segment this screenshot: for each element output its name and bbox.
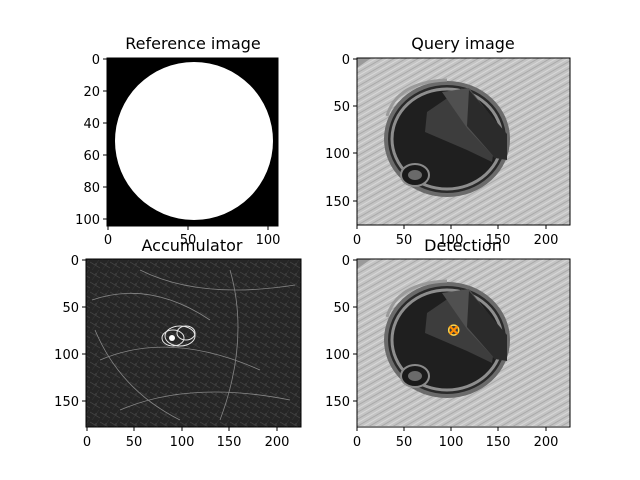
panel-title: Detection xyxy=(424,236,502,255)
y-tick-label: 150 xyxy=(54,395,79,410)
x-tick-label: 200 xyxy=(265,435,290,450)
y-tick-label: 20 xyxy=(83,85,100,100)
y-tick-label: 0 xyxy=(342,53,350,68)
axes-frame xyxy=(356,57,571,226)
x-tick-label: 0 xyxy=(83,435,91,450)
y-axis: 0 20 40 60 80 100 xyxy=(75,53,107,228)
y-tick-label: 50 xyxy=(62,301,79,316)
query-image xyxy=(355,56,572,227)
y-axis: 0 50 100 150 xyxy=(325,254,357,410)
panel-detection: Detection 0 50 100 150 0 50 100 150 200 xyxy=(325,236,572,450)
y-tick-label: 100 xyxy=(54,348,79,363)
x-tick-label: 0 xyxy=(353,233,361,248)
x-tick-label: 150 xyxy=(217,435,242,450)
y-tick-label: 0 xyxy=(92,53,100,68)
x-tick-label: 0 xyxy=(353,435,361,450)
y-tick-label: 100 xyxy=(325,348,350,363)
x-tick-label: 50 xyxy=(396,435,413,450)
panel-accumulator: Accumulator 0 50 100 150 0 50 100 150 20… xyxy=(54,236,302,450)
detection-image xyxy=(355,257,572,428)
detection-marker xyxy=(447,324,460,336)
axes-frame xyxy=(106,57,279,227)
y-tick-label: 150 xyxy=(325,395,350,410)
x-axis: 0 50 100 150 200 xyxy=(83,427,290,450)
axes-frame xyxy=(356,258,571,428)
panel-reference: Reference image 0 20 40 60 80 100 0 xyxy=(75,34,280,248)
x-tick-label: 50 xyxy=(180,233,197,248)
panel-title: Reference image xyxy=(125,34,261,53)
x-tick-label: 0 xyxy=(104,233,112,248)
y-tick-label: 100 xyxy=(75,213,100,228)
marker-ring xyxy=(447,324,460,336)
y-axis: 0 50 100 150 xyxy=(325,53,357,210)
reference-image xyxy=(107,58,278,226)
y-tick-label: 60 xyxy=(83,149,100,164)
x-tick-label: 150 xyxy=(486,435,511,450)
x-tick-label: 200 xyxy=(534,435,559,450)
panel-title: Accumulator xyxy=(141,236,242,255)
marker-stroke xyxy=(448,325,459,335)
x-tick-label: 100 xyxy=(439,233,464,248)
x-tick-label: 100 xyxy=(170,435,195,450)
x-tick-label: 100 xyxy=(439,435,464,450)
y-tick-label: 80 xyxy=(83,181,100,196)
y-tick-label: 0 xyxy=(342,254,350,269)
x-tick-label: 200 xyxy=(534,233,559,248)
y-tick-label: 100 xyxy=(325,147,350,162)
axes-frame xyxy=(85,258,302,428)
accumulator-image xyxy=(86,259,301,427)
panel-title: Query image xyxy=(411,34,515,53)
x-axis: 0 50 100 150 200 xyxy=(353,427,559,450)
y-tick-label: 40 xyxy=(83,117,100,132)
x-tick-label: 100 xyxy=(256,233,281,248)
y-tick-label: 0 xyxy=(71,254,79,269)
white-disk xyxy=(115,62,273,220)
x-axis: 0 50 100 150 200 xyxy=(353,225,559,248)
x-tick-label: 50 xyxy=(396,233,413,248)
y-tick-label: 50 xyxy=(333,100,350,115)
y-tick-label: 50 xyxy=(333,301,350,316)
x-tick-label: 50 xyxy=(126,435,143,450)
y-axis: 0 50 100 150 xyxy=(54,254,86,410)
x-tick-label: 150 xyxy=(486,233,511,248)
y-tick-label: 150 xyxy=(325,195,350,210)
panel-query: Query image 0 50 100 150 0 50 100 150 20… xyxy=(325,34,572,248)
x-axis: 0 50 100 xyxy=(104,226,281,248)
